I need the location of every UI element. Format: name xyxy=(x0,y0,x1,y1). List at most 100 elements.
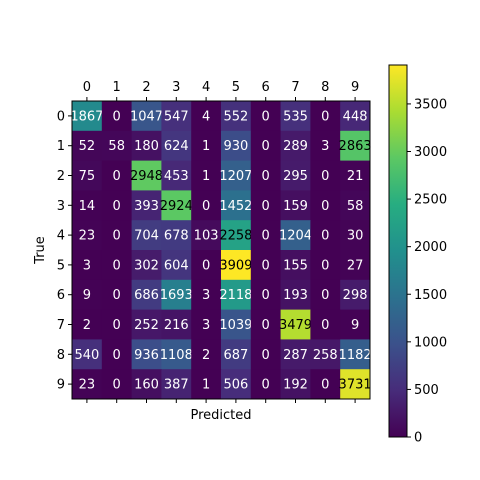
cell-value-label: 4 xyxy=(202,109,210,124)
heatmap-cell xyxy=(101,339,133,370)
x-tick-label: 6 xyxy=(262,80,270,95)
heatmap-cell xyxy=(191,190,222,221)
heatmap-cell xyxy=(250,339,282,370)
heatmap-cell xyxy=(280,279,311,311)
cell-value-label: 535 xyxy=(283,109,308,124)
cell-value-label: 160 xyxy=(134,378,159,393)
cell-value-label: 687 xyxy=(223,348,248,363)
cell-value-label: 3 xyxy=(202,288,210,303)
cell-value-label: 155 xyxy=(283,258,308,273)
cell-value-label: 298 xyxy=(343,288,368,303)
cell-value-label: 2 xyxy=(83,318,91,333)
heatmap-cell xyxy=(310,279,341,311)
heatmap-cell xyxy=(250,160,282,191)
y-tick-label: 1 xyxy=(57,139,65,154)
heatmap-cell xyxy=(310,220,341,251)
heatmap-cell xyxy=(221,250,252,281)
heatmap-cell xyxy=(72,101,103,132)
cell-value-label: 302 xyxy=(134,258,159,273)
heatmap-cell xyxy=(72,220,103,251)
heatmap-cell xyxy=(280,369,311,400)
heatmap-cell xyxy=(131,369,162,400)
heatmap-cell xyxy=(191,250,222,281)
y-tick-label: 5 xyxy=(57,258,65,273)
cell-value-label: 0 xyxy=(321,169,329,184)
heatmap-cell xyxy=(191,309,222,340)
cell-value-label: 0 xyxy=(321,109,329,124)
y-tick-label: 7 xyxy=(57,318,65,333)
y-axis-ticks: 0 1 2 3 4 5 6 7 8 9 xyxy=(57,109,72,393)
cell-value-label: 216 xyxy=(164,318,189,333)
heatmap-cell xyxy=(250,130,282,162)
cell-value-label: 0 xyxy=(262,109,270,124)
y-tick-label: 0 xyxy=(57,109,65,124)
heatmap-cell xyxy=(131,130,162,162)
heatmap-cell xyxy=(131,250,162,281)
heatmap-cell xyxy=(280,250,311,281)
cell-value-label: 0 xyxy=(113,288,121,303)
cell-value-label: 103 xyxy=(194,229,219,244)
heatmap-cell xyxy=(221,309,252,340)
heatmap-cell xyxy=(250,101,282,132)
heatmap-cell xyxy=(72,279,103,311)
cell-value-label: 1693 xyxy=(160,288,193,303)
heatmap-cell xyxy=(161,250,192,281)
cell-value-label: 704 xyxy=(134,229,159,244)
heatmap-cell xyxy=(101,250,133,281)
heatmap-cell xyxy=(280,160,311,191)
cell-value-label: 678 xyxy=(164,229,189,244)
heatmap-cell xyxy=(280,190,311,221)
x-tick-label: 2 xyxy=(142,80,150,95)
heatmap-cell xyxy=(280,309,311,340)
heatmap-cell xyxy=(250,309,282,340)
cell-value-label: 1 xyxy=(202,169,210,184)
heatmap-cell xyxy=(161,369,192,400)
heatmap-cell xyxy=(161,309,192,340)
cell-value-label: 1452 xyxy=(219,199,252,214)
cell-value-label: 393 xyxy=(134,199,159,214)
plot-frame xyxy=(71,100,371,400)
heatmap-cell xyxy=(221,369,252,400)
heatmap-cell xyxy=(161,130,192,162)
heatmap-cell xyxy=(131,309,162,340)
cell-value-label: 287 xyxy=(283,348,308,363)
heatmap-cell xyxy=(250,369,282,400)
heatmap-cell xyxy=(131,160,162,191)
cell-value-label: 0 xyxy=(262,139,270,154)
heatmap-cell xyxy=(191,369,222,400)
cell-value-label: 686 xyxy=(134,288,159,303)
heatmap-cell xyxy=(101,130,133,162)
colorbar-tick-label: 0 xyxy=(414,431,422,446)
cell-value-label: 0 xyxy=(321,258,329,273)
heatmap-cell xyxy=(72,369,103,400)
cell-value-label: 58 xyxy=(347,199,364,214)
x-tick-label: 8 xyxy=(321,80,329,95)
colorbar-tick-label: 2000 xyxy=(414,240,447,255)
heatmap-cell xyxy=(191,279,222,311)
heatmap-cell xyxy=(131,220,162,251)
x-tick-label: 0 xyxy=(83,80,91,95)
heatmap-cell xyxy=(221,160,252,191)
colorbar-tick-label: 1000 xyxy=(414,335,447,350)
y-tick-label: 8 xyxy=(57,348,65,363)
heatmap-cell xyxy=(340,250,371,281)
cell-value-label: 2948 xyxy=(130,169,163,184)
heatmap-cell xyxy=(280,220,311,251)
colorbar-ticks: 0 500 1000 1500 2000 2500 3000 3500 xyxy=(407,97,447,446)
cell-value-label: 3479 xyxy=(279,318,312,333)
cell-value-label: 0 xyxy=(113,348,121,363)
cell-value-label: 192 xyxy=(283,378,308,393)
cell-value-label: 930 xyxy=(223,139,248,154)
cell-value-label: 387 xyxy=(164,378,189,393)
x-tick-label: 4 xyxy=(202,80,210,95)
heatmap-cell xyxy=(221,279,252,311)
heatmap-cell xyxy=(161,101,192,132)
heatmap-cell xyxy=(250,220,282,251)
y-tick-label: 3 xyxy=(57,199,65,214)
cell-value-label: 3731 xyxy=(339,378,372,393)
cell-value-label: 3 xyxy=(83,258,91,273)
cell-value-label: 9 xyxy=(83,288,91,303)
colorbar-tick-label: 500 xyxy=(414,383,439,398)
